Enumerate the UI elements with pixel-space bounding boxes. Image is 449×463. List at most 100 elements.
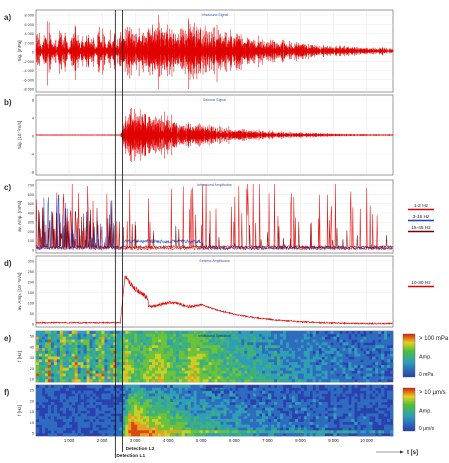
spectrogram-cell (175, 365, 180, 369)
spectrogram-cell (333, 399, 337, 403)
spectrogram-cell (56, 348, 61, 352)
spectrogram-cell (140, 430, 144, 434)
spectrogram-cell (250, 404, 254, 408)
spectrogram-cell (324, 430, 328, 434)
spectrogram-cell (279, 402, 284, 406)
spectrogram-cell (71, 336, 75, 340)
spectrogram-cell (107, 333, 111, 337)
spectrogram-cell (387, 407, 391, 411)
spectrogram-cell (110, 362, 114, 366)
spectrogram-cell (351, 402, 355, 406)
spectrogram-cell (309, 370, 313, 374)
spectrogram-cell (211, 419, 215, 423)
spectrogram-cell (41, 399, 46, 403)
spectrogram-cell (339, 430, 343, 434)
spectrogram-cell (241, 424, 245, 428)
spectrogram-cell (253, 416, 257, 420)
spectrogram-cell (190, 402, 194, 406)
spectrogram-cell (146, 413, 150, 417)
spectrogram-cell (134, 367, 138, 371)
spectrogram-cell (390, 393, 394, 397)
spectrogram-cell (137, 348, 141, 352)
spectrogram-cell (366, 424, 370, 428)
spectrogram-cell (211, 336, 215, 340)
spectrogram-cell (160, 433, 165, 437)
spectrogram-cell (38, 419, 43, 423)
spectrogram-cell (297, 336, 302, 340)
spectrogram-cell (53, 404, 58, 408)
spectrogram-cell (294, 419, 299, 423)
spectrogram-cell (333, 370, 337, 374)
spectrogram-cell (330, 385, 334, 389)
spectrogram-cell (128, 359, 132, 363)
spectrogram-cell (178, 385, 183, 389)
spectrogram-cell (276, 433, 281, 437)
spectrogram-cell (83, 407, 87, 411)
spectrogram-cell (247, 339, 251, 343)
spectrogram-cell (196, 421, 200, 425)
spectrogram-cell (101, 350, 105, 354)
spectrogram-cell (62, 404, 67, 408)
spectrogram-cell (140, 370, 144, 374)
spectrogram-cell (315, 373, 319, 377)
spectrogram-cell (157, 393, 162, 397)
spectrogram-cell (77, 362, 81, 366)
spectrogram-cell (303, 333, 308, 337)
spectrogram-cell (143, 399, 147, 403)
spectrogram-cell (363, 379, 367, 383)
spectrogram-cell (92, 421, 96, 425)
spectrogram-cell (134, 424, 138, 428)
spectrogram-cell (354, 362, 358, 366)
spectrogram-cell (268, 379, 272, 383)
spectrogram-cell (339, 345, 343, 349)
spectrogram-cell (160, 350, 165, 354)
spectrogram-cell (253, 336, 257, 340)
spectrogram-cell (318, 433, 322, 437)
spectrogram-cell (250, 336, 254, 340)
spectrogram-cell (351, 404, 355, 408)
spectrogram-cell (345, 390, 349, 394)
spectrogram-cell (214, 407, 218, 411)
spectrogram-cell (214, 424, 218, 428)
spectrogram-cell (238, 345, 242, 349)
spectrogram-cell (241, 404, 245, 408)
spectrogram-cell (172, 350, 177, 354)
spectrogram-cell (71, 413, 75, 417)
spectrogram-cell (205, 379, 209, 383)
spectrogram-cell (155, 410, 159, 414)
spectrogram-cell (285, 390, 290, 394)
spectrogram-cell (354, 336, 358, 340)
spectrogram-cell (83, 331, 87, 335)
spectrogram-cell (336, 385, 340, 389)
spectrogram-cell (333, 350, 337, 354)
spectrogram-cell (271, 430, 275, 434)
spectrogram-cell (155, 433, 159, 437)
spectrogram-cell (71, 370, 75, 374)
spectrogram-cell (265, 367, 269, 371)
spectrogram-cell (184, 421, 189, 425)
spectrogram-cell (110, 356, 114, 360)
spectrogram-cell (244, 331, 248, 335)
spectrogram-cell (184, 399, 189, 403)
spectrogram-cell (244, 387, 248, 391)
spectrogram-cell (175, 333, 180, 337)
spectrogram-cell (178, 430, 183, 434)
spectrogram-cell (294, 385, 299, 389)
spectrogram-cell (119, 370, 123, 374)
spectrogram-cell (65, 336, 70, 340)
spectrogram-cell (339, 399, 343, 403)
spectrogram-cell (217, 433, 221, 437)
spectrogram-cell (315, 376, 319, 380)
spectrogram-cell (134, 348, 138, 352)
spectrogram-cell (169, 331, 174, 335)
spectrogram-cell (366, 385, 370, 389)
spectrogram-cell (107, 373, 111, 377)
spectrogram-cell (86, 339, 90, 343)
spectrogram-cell (262, 342, 266, 346)
spectrogram-cell (238, 433, 242, 437)
spectrogram-cell (196, 367, 200, 371)
spectrogram-cell (119, 379, 123, 383)
spectrogram-cell (160, 407, 165, 411)
spectrogram-cell (357, 404, 361, 408)
spectrogram-cell (196, 348, 200, 352)
